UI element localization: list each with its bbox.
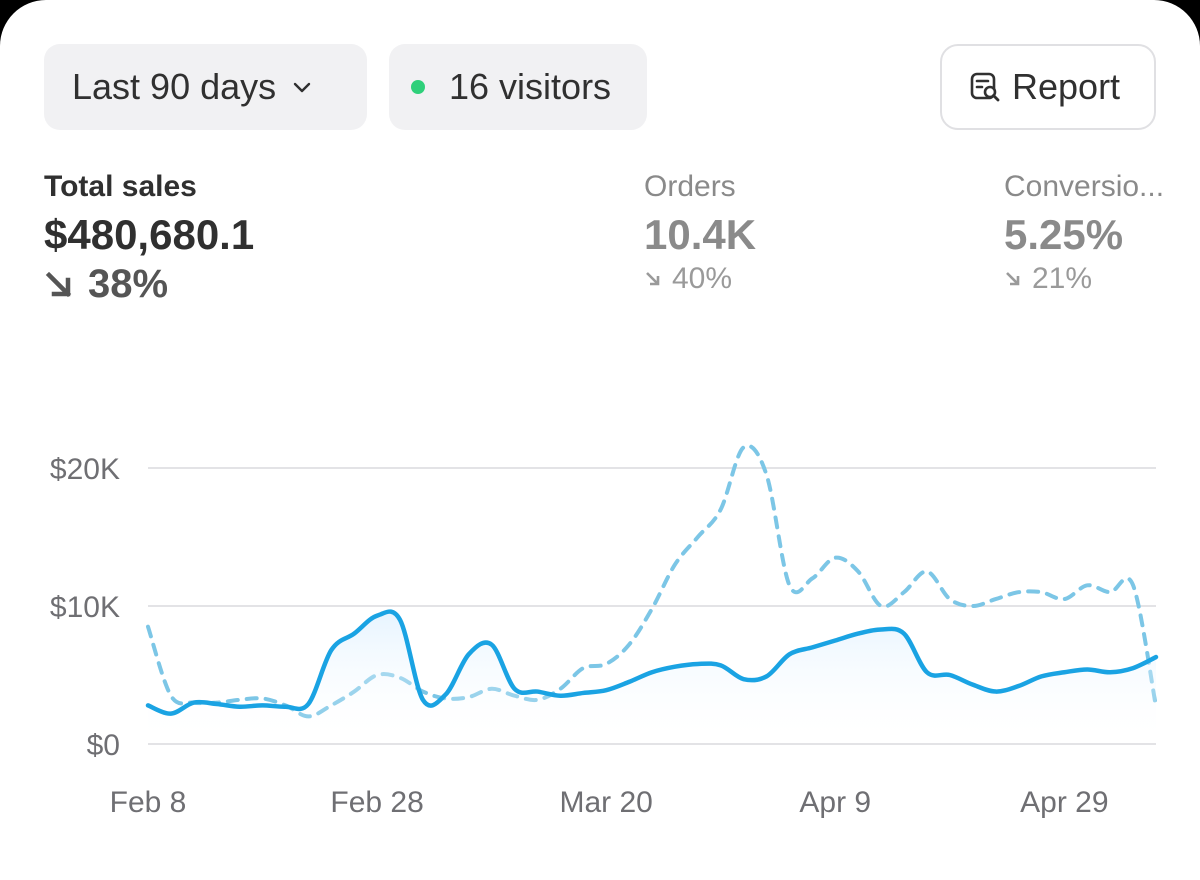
date-range-dropdown[interactable]: Last 90 days bbox=[44, 44, 367, 130]
arrow-down-right-icon bbox=[646, 272, 660, 286]
chevron-down-icon bbox=[290, 74, 316, 100]
sales-line-chart[interactable]: $20K $10K $0 Feb 8 Feb 28 Mar 20 Apr 9 Apr 29 bbox=[0, 0, 1200, 849]
arrow-down-right-icon bbox=[1006, 272, 1020, 286]
metric-orders[interactable]: Orders 10.4K 40% bbox=[644, 170, 756, 296]
x-tick-label: Feb 28 bbox=[330, 786, 423, 819]
arrow-down-right-icon bbox=[45, 271, 72, 297]
x-tick-label: Feb 8 bbox=[110, 786, 187, 819]
metric-delta-value: 21% bbox=[1032, 262, 1093, 295]
y-tick-label: $10K bbox=[50, 591, 120, 624]
live-status-dot bbox=[411, 80, 425, 94]
x-tick-label: Apr 9 bbox=[799, 786, 871, 819]
series-line-current bbox=[145, 609, 1159, 716]
metric-label: Conversio... bbox=[1004, 170, 1165, 203]
metric-delta-value: 40% bbox=[672, 262, 733, 295]
x-tick-label: Apr 29 bbox=[1020, 786, 1108, 819]
visitors-label: 16 visitors bbox=[449, 66, 612, 107]
metric-delta: 38% bbox=[44, 262, 254, 307]
chart-series bbox=[145, 443, 1159, 744]
report-button[interactable]: Report bbox=[940, 44, 1156, 130]
live-visitors-pill[interactable]: 16 visitors bbox=[389, 44, 647, 130]
metric-delta-value: 38% bbox=[88, 262, 169, 306]
metric-label: Total sales bbox=[44, 170, 197, 203]
metric-delta: 21% bbox=[1004, 262, 1200, 296]
metric-value: 5.25% bbox=[1004, 211, 1124, 258]
series-line-comparison bbox=[146, 443, 1158, 719]
metric-conversion[interactable]: Conversio... 5.25% 21% bbox=[1004, 170, 1200, 296]
y-tick-label: $20K bbox=[50, 453, 120, 486]
y-tick-label: $0 bbox=[87, 729, 120, 762]
metric-label: Orders bbox=[644, 170, 736, 203]
date-range-label: Last 90 days bbox=[72, 66, 277, 107]
report-search-icon bbox=[968, 70, 1002, 104]
series-area bbox=[148, 611, 1156, 744]
metric-value: $480,680.1 bbox=[44, 211, 255, 258]
metric-delta: 40% bbox=[644, 262, 756, 296]
metric-total-sales[interactable]: Total sales $480,680.1 38% bbox=[44, 170, 254, 307]
y-axis-labels: $20K $10K $0 bbox=[50, 453, 120, 762]
x-axis-labels: Feb 8 Feb 28 Mar 20 Apr 9 Apr 29 bbox=[110, 786, 1109, 819]
x-tick-label: Mar 20 bbox=[559, 786, 652, 819]
metric-value: 10.4K bbox=[644, 211, 757, 258]
report-label: Report bbox=[1012, 66, 1121, 107]
